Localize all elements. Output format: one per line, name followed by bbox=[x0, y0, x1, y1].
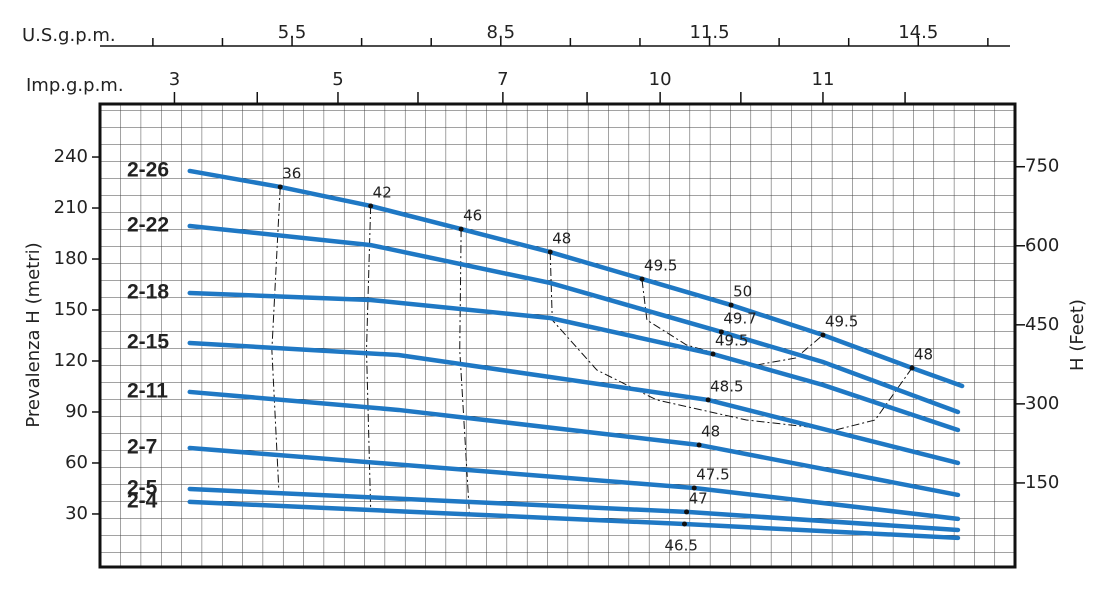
y-axis-title: Prevalenza H (metri) bbox=[23, 242, 44, 427]
series-label: 2-22 bbox=[127, 214, 169, 237]
efficiency-point bbox=[681, 521, 687, 527]
x2-tick-label: 5 bbox=[332, 69, 343, 90]
efficiency-curve bbox=[365, 205, 372, 510]
efficiency-point bbox=[547, 249, 553, 255]
y2-tick-label: 300 bbox=[1025, 393, 1059, 414]
series-label: 2-7 bbox=[127, 436, 157, 459]
x-tick-label: 8.5 bbox=[486, 22, 515, 43]
series-line bbox=[187, 290, 961, 433]
x-axis-title: U.S.g.p.m. bbox=[22, 25, 116, 46]
x2-tick-label: 10 bbox=[649, 69, 672, 90]
efficiency-label: 49.5 bbox=[644, 257, 677, 275]
y2-tick-label: 450 bbox=[1025, 314, 1059, 335]
x2-tick-label: 11 bbox=[812, 69, 835, 90]
plot-frame bbox=[98, 102, 1017, 569]
efficiency-point bbox=[728, 302, 734, 308]
efficiency-point bbox=[684, 509, 690, 515]
efficiency-point bbox=[820, 332, 826, 338]
series-label: 2-4 bbox=[127, 489, 158, 512]
grid bbox=[100, 104, 1015, 567]
series-label: 2-26 bbox=[127, 159, 169, 182]
series-label: 2-15 bbox=[127, 331, 169, 354]
efficiency-label: 48 bbox=[701, 422, 720, 440]
efficiency-label: 49.5 bbox=[825, 312, 858, 330]
series-line bbox=[187, 340, 961, 466]
x-tick-label: 11.5 bbox=[689, 22, 729, 43]
efficiency-label: 49.5 bbox=[715, 332, 748, 350]
efficiency-point bbox=[696, 442, 702, 448]
y2-tick-label: 600 bbox=[1025, 235, 1059, 256]
efficiency-label: 47 bbox=[689, 489, 708, 507]
efficiency-label: 50 bbox=[733, 283, 752, 301]
efficiency-label: 48 bbox=[914, 345, 933, 363]
y-tick-label: 60 bbox=[65, 452, 88, 473]
x-tick-label: 5.5 bbox=[278, 22, 307, 43]
y-tick-label: 150 bbox=[54, 299, 88, 320]
efficiency-point bbox=[639, 276, 645, 282]
efficiency-label: 36 bbox=[282, 164, 301, 182]
y2-tick-label: 750 bbox=[1025, 156, 1059, 177]
y-tick-label: 210 bbox=[54, 197, 88, 218]
efficiency-label: 46.5 bbox=[664, 536, 697, 554]
efficiency-label: 48.5 bbox=[710, 377, 743, 395]
y-tick-label: 30 bbox=[65, 503, 88, 524]
efficiency-point bbox=[718, 329, 724, 335]
y-tick-label: 240 bbox=[54, 146, 88, 167]
series-line bbox=[187, 223, 961, 415]
series-line bbox=[187, 389, 961, 498]
efficiency-label: 48 bbox=[552, 230, 571, 248]
efficiency-point bbox=[458, 226, 464, 232]
efficiency-point bbox=[277, 184, 283, 190]
efficiency-point bbox=[691, 485, 697, 491]
series-label: 2-11 bbox=[127, 379, 168, 402]
efficiency-point bbox=[909, 365, 915, 371]
efficiency-point bbox=[710, 351, 716, 357]
x2-tick-label: 3 bbox=[169, 69, 180, 90]
efficiency-label: 49.7 bbox=[723, 309, 756, 327]
x2-tick-label: 7 bbox=[497, 69, 508, 90]
y-tick-label: 90 bbox=[65, 401, 88, 422]
efficiency-curve bbox=[459, 229, 470, 516]
efficiency-label: 46 bbox=[463, 207, 482, 225]
efficiency-label: 47.5 bbox=[696, 465, 729, 483]
y2-tick-label: 150 bbox=[1025, 472, 1059, 493]
efficiency-point bbox=[705, 397, 711, 403]
y2-axis-title: H (Feet) bbox=[1067, 299, 1088, 371]
x2-axis-title: Imp.g.p.m. bbox=[26, 75, 124, 96]
y-tick-label: 180 bbox=[54, 248, 88, 269]
series-label: 2-18 bbox=[127, 281, 169, 304]
y-tick-label: 120 bbox=[54, 350, 88, 371]
efficiency-point bbox=[368, 203, 374, 209]
series-label: 2-5 bbox=[127, 477, 158, 500]
efficiency-curve bbox=[549, 252, 913, 431]
efficiency-label: 42 bbox=[373, 183, 392, 201]
x-tick-label: 14.5 bbox=[898, 22, 938, 43]
